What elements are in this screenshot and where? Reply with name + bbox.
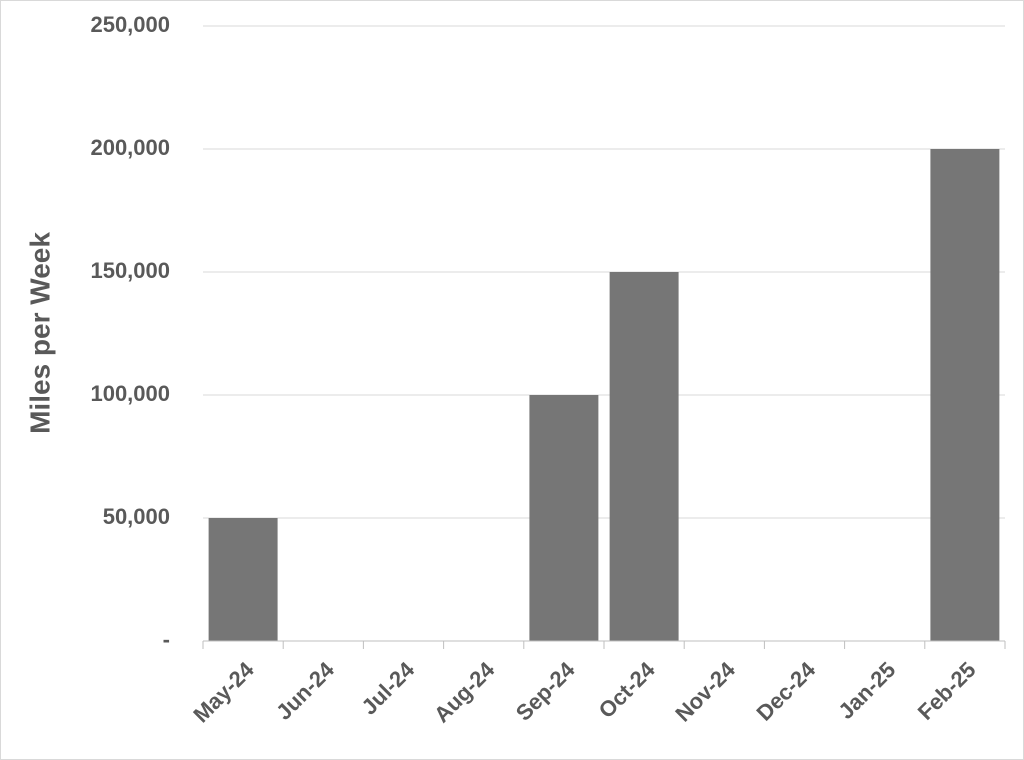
x-tick-label: Jun-24 <box>271 656 339 724</box>
x-tick-label: Jul-24 <box>357 656 420 719</box>
x-tick-label: Feb-25 <box>913 657 981 725</box>
x-tick-label: Sep-24 <box>511 656 580 725</box>
y-tick-label: 200,000 <box>90 135 170 160</box>
y-tick-label: - <box>163 627 170 652</box>
y-tick-label: 150,000 <box>90 258 170 283</box>
x-tick-label: Nov-24 <box>670 656 740 726</box>
bar <box>930 149 1000 641</box>
y-tick-label: 250,000 <box>90 12 170 37</box>
x-tick-label: Dec-24 <box>751 656 820 725</box>
y-tick-label: 100,000 <box>90 381 170 406</box>
y-tick-label: 50,000 <box>103 504 170 529</box>
y-axis-title: Miles per Week <box>24 232 55 434</box>
x-tick-label: Jan-25 <box>833 657 900 724</box>
bar <box>208 518 278 641</box>
x-tick-label: Oct-24 <box>594 656 661 723</box>
x-tick-label: Aug-24 <box>429 656 500 727</box>
x-tick-label: May-24 <box>188 656 259 727</box>
bar <box>609 272 679 641</box>
bar <box>529 395 599 641</box>
